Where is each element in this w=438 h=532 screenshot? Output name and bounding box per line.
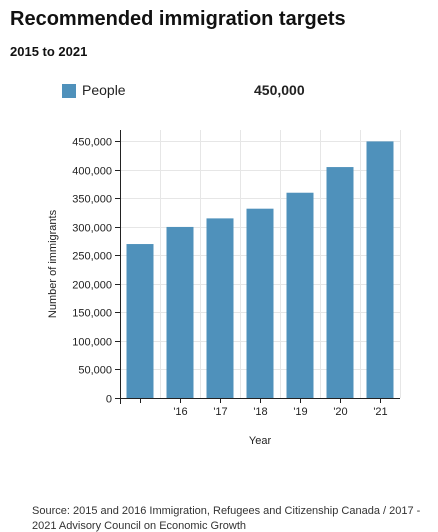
y-tick-label: 250,000 xyxy=(72,251,112,263)
bar xyxy=(126,244,154,398)
bar xyxy=(286,192,314,398)
x-tick-label: '20 xyxy=(333,406,347,418)
y-axis-title: Number of immigrants xyxy=(47,209,59,318)
y-tick-label: 450,000 xyxy=(72,137,112,149)
bar xyxy=(366,141,394,399)
bar xyxy=(206,218,234,398)
source-note: Source: 2015 and 2016 Immigration, Refug… xyxy=(32,505,421,532)
bar-layer xyxy=(126,141,394,399)
y-tick-label: 0 xyxy=(106,394,112,406)
y-tick-label: 350,000 xyxy=(72,194,112,206)
y-tick-label: 50,000 xyxy=(78,365,112,377)
chart-title: Recommended immigration targets xyxy=(10,8,346,30)
bar xyxy=(326,167,354,398)
legend-value: 450,000 xyxy=(254,82,305,98)
axis-layer xyxy=(115,130,400,404)
x-tick-label: '21 xyxy=(373,406,387,418)
legend: People 450,000 xyxy=(62,82,322,102)
bar-chart: 0 50,000 100,000 150,000 200,000 250,000 300,0… xyxy=(47,130,401,448)
chart-subtitle: 2015 to 2021 xyxy=(10,44,88,59)
legend-label: People xyxy=(82,82,126,98)
y-tick-label: 150,000 xyxy=(72,308,112,320)
x-tick-label: '17 xyxy=(213,406,227,418)
bar xyxy=(166,226,194,398)
x-tick-label: '19 xyxy=(293,406,307,418)
x-tick-label: '18 xyxy=(253,406,267,418)
x-axis-title: Year xyxy=(249,435,272,447)
legend-swatch xyxy=(62,84,76,98)
y-tick-label: 300,000 xyxy=(72,223,112,235)
y-tick-label: 400,000 xyxy=(72,166,112,178)
x-tick-label: '16 xyxy=(173,406,187,418)
y-tick-label: 100,000 xyxy=(72,337,112,349)
label-layer: 0 50,000 100,000 150,000 200,000 250,000 300,0… xyxy=(47,137,388,448)
y-tick-label: 200,000 xyxy=(72,280,112,292)
bar xyxy=(246,208,274,398)
